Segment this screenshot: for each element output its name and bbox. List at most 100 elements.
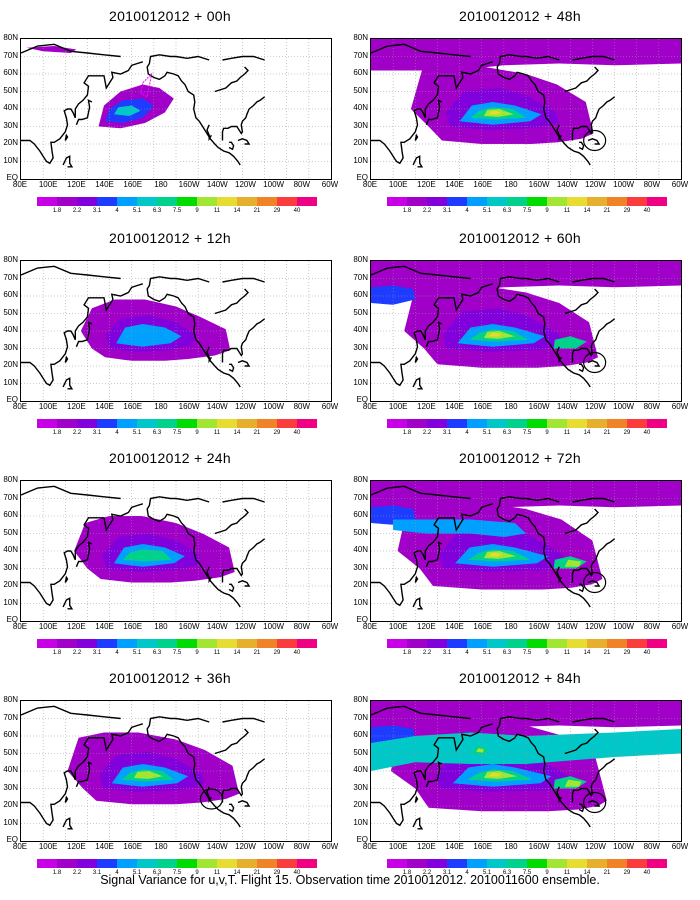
coastline [21,265,121,280]
colorbar-tick-label: 21 [253,650,261,656]
coastline [221,758,266,803]
longitude-label: 120W [585,180,606,189]
forecast-panel: 2010012012 + 60h 80N 70N 60N 50N 40N 30N 20N 10N… [350,222,690,437]
colorbar-swatch [567,639,587,648]
coastline [425,761,443,788]
longitude-label: 100E [38,180,58,189]
latitude-label: EQ [356,835,368,844]
colorbar-swatch [427,639,447,648]
latitude-label: 60N [3,730,18,739]
longitude-label: 80W [643,180,661,189]
latitude-label: 60N [3,290,18,299]
longitude-label: 80W [293,622,311,631]
colorbar-swatch [447,859,467,868]
longitude-label: 60W [321,402,339,411]
coastline [199,788,224,810]
colorbar-tick-label: 21 [603,430,611,436]
coastline [222,497,265,503]
coastline [64,355,69,363]
latitude-label: 70N [3,492,18,502]
latitude-label: 60N [353,510,368,519]
coastline [221,96,266,141]
longitude-label: 120E [417,842,436,851]
colorbar-swatch [157,197,177,206]
coastline [228,583,235,593]
coastline [583,129,607,152]
colorbar-tick-label: 40 [293,208,301,214]
longitude-label: 120W [235,180,256,189]
latitude-label: 30N [3,782,18,792]
longitude-label: 80E [362,402,378,411]
colorbar-swatch [427,859,447,868]
coastline [587,360,601,367]
longitude-label: 100W [613,402,635,411]
longitude-label: 140W [556,180,578,189]
coastline [146,496,210,521]
coastline [564,66,599,93]
colorbar-tick-label: 9 [195,430,199,436]
coastline [206,786,212,804]
colorbar-swatch [97,197,117,206]
coastline [572,55,615,61]
longitude-label: 80W [643,402,661,411]
colorbar-swatch [627,419,647,428]
variance-contour [483,771,518,779]
longitude-label: 140W [556,402,578,411]
coastline [371,283,494,387]
longitude-label: 140W [556,622,578,631]
coastline [556,566,562,584]
longitude-label: 120W [585,622,606,631]
colorbar-tick-label: 14 [233,208,241,214]
colorbar-swatch [387,197,407,206]
latitude-label: 70N [3,272,18,282]
longitude-label: 140W [206,180,228,189]
coastline [556,346,562,364]
longitude-label: 140W [206,842,228,851]
longitude-label: 140E [95,842,114,851]
colorbar-tick-label: 1.8 [52,870,62,876]
coastline [75,321,93,348]
map-frame [20,700,332,842]
latitude-label: 20N [3,138,18,147]
colorbar-swatch [277,639,297,648]
colorbar-swatch [487,639,507,648]
colorbar-labels: 1.8 2.2 3.1 4 5.1 6.3 7.5 9 11 14 21 29 40 [37,870,317,878]
colorbar-swatch [547,197,567,206]
coastline [214,508,249,535]
coastline [237,138,251,145]
longitude-label: 60W [321,842,339,851]
colorbar-tick-label: 11 [563,650,571,656]
latitude-label: 80N [3,255,18,264]
flight-track [140,72,153,98]
coastline [412,155,424,168]
colorbar-swatch [157,639,177,648]
latitude-label: 70N [353,50,368,60]
coastline [146,716,210,741]
colorbar-swatch [297,639,317,648]
variance-contour [393,519,526,537]
variance-contour [371,285,416,305]
longitude-label: 100W [263,842,285,851]
longitude-label: 180 [154,842,168,851]
colorbar-tick-label: 6.3 [502,208,512,214]
colorbar-swatch [587,197,607,206]
latitude-label: EQ [6,835,18,844]
latitude-label: 50N [3,307,18,317]
colorbar-swatch [567,859,587,868]
colorbar-labels: 1.8 2.2 3.1 4 5.1 6.3 7.5 9 11 14 21 29 40 [37,208,317,216]
coastline [412,377,424,390]
coastline [371,503,494,607]
coastline [228,363,235,373]
coastline [153,733,241,828]
coastline [371,723,494,827]
colorbar-tick-label: 29 [273,430,281,436]
coastline [578,141,585,151]
latitude-label: 60N [3,68,18,77]
variance-contour [476,748,484,753]
colorbar-tick-label: 21 [253,870,261,876]
longitude-label: 120W [585,842,606,851]
colorbar-tick-label: 21 [253,430,261,436]
coastline [572,497,615,503]
panel-title: 2010012012 + 24h [109,450,231,466]
coastline [206,124,212,142]
